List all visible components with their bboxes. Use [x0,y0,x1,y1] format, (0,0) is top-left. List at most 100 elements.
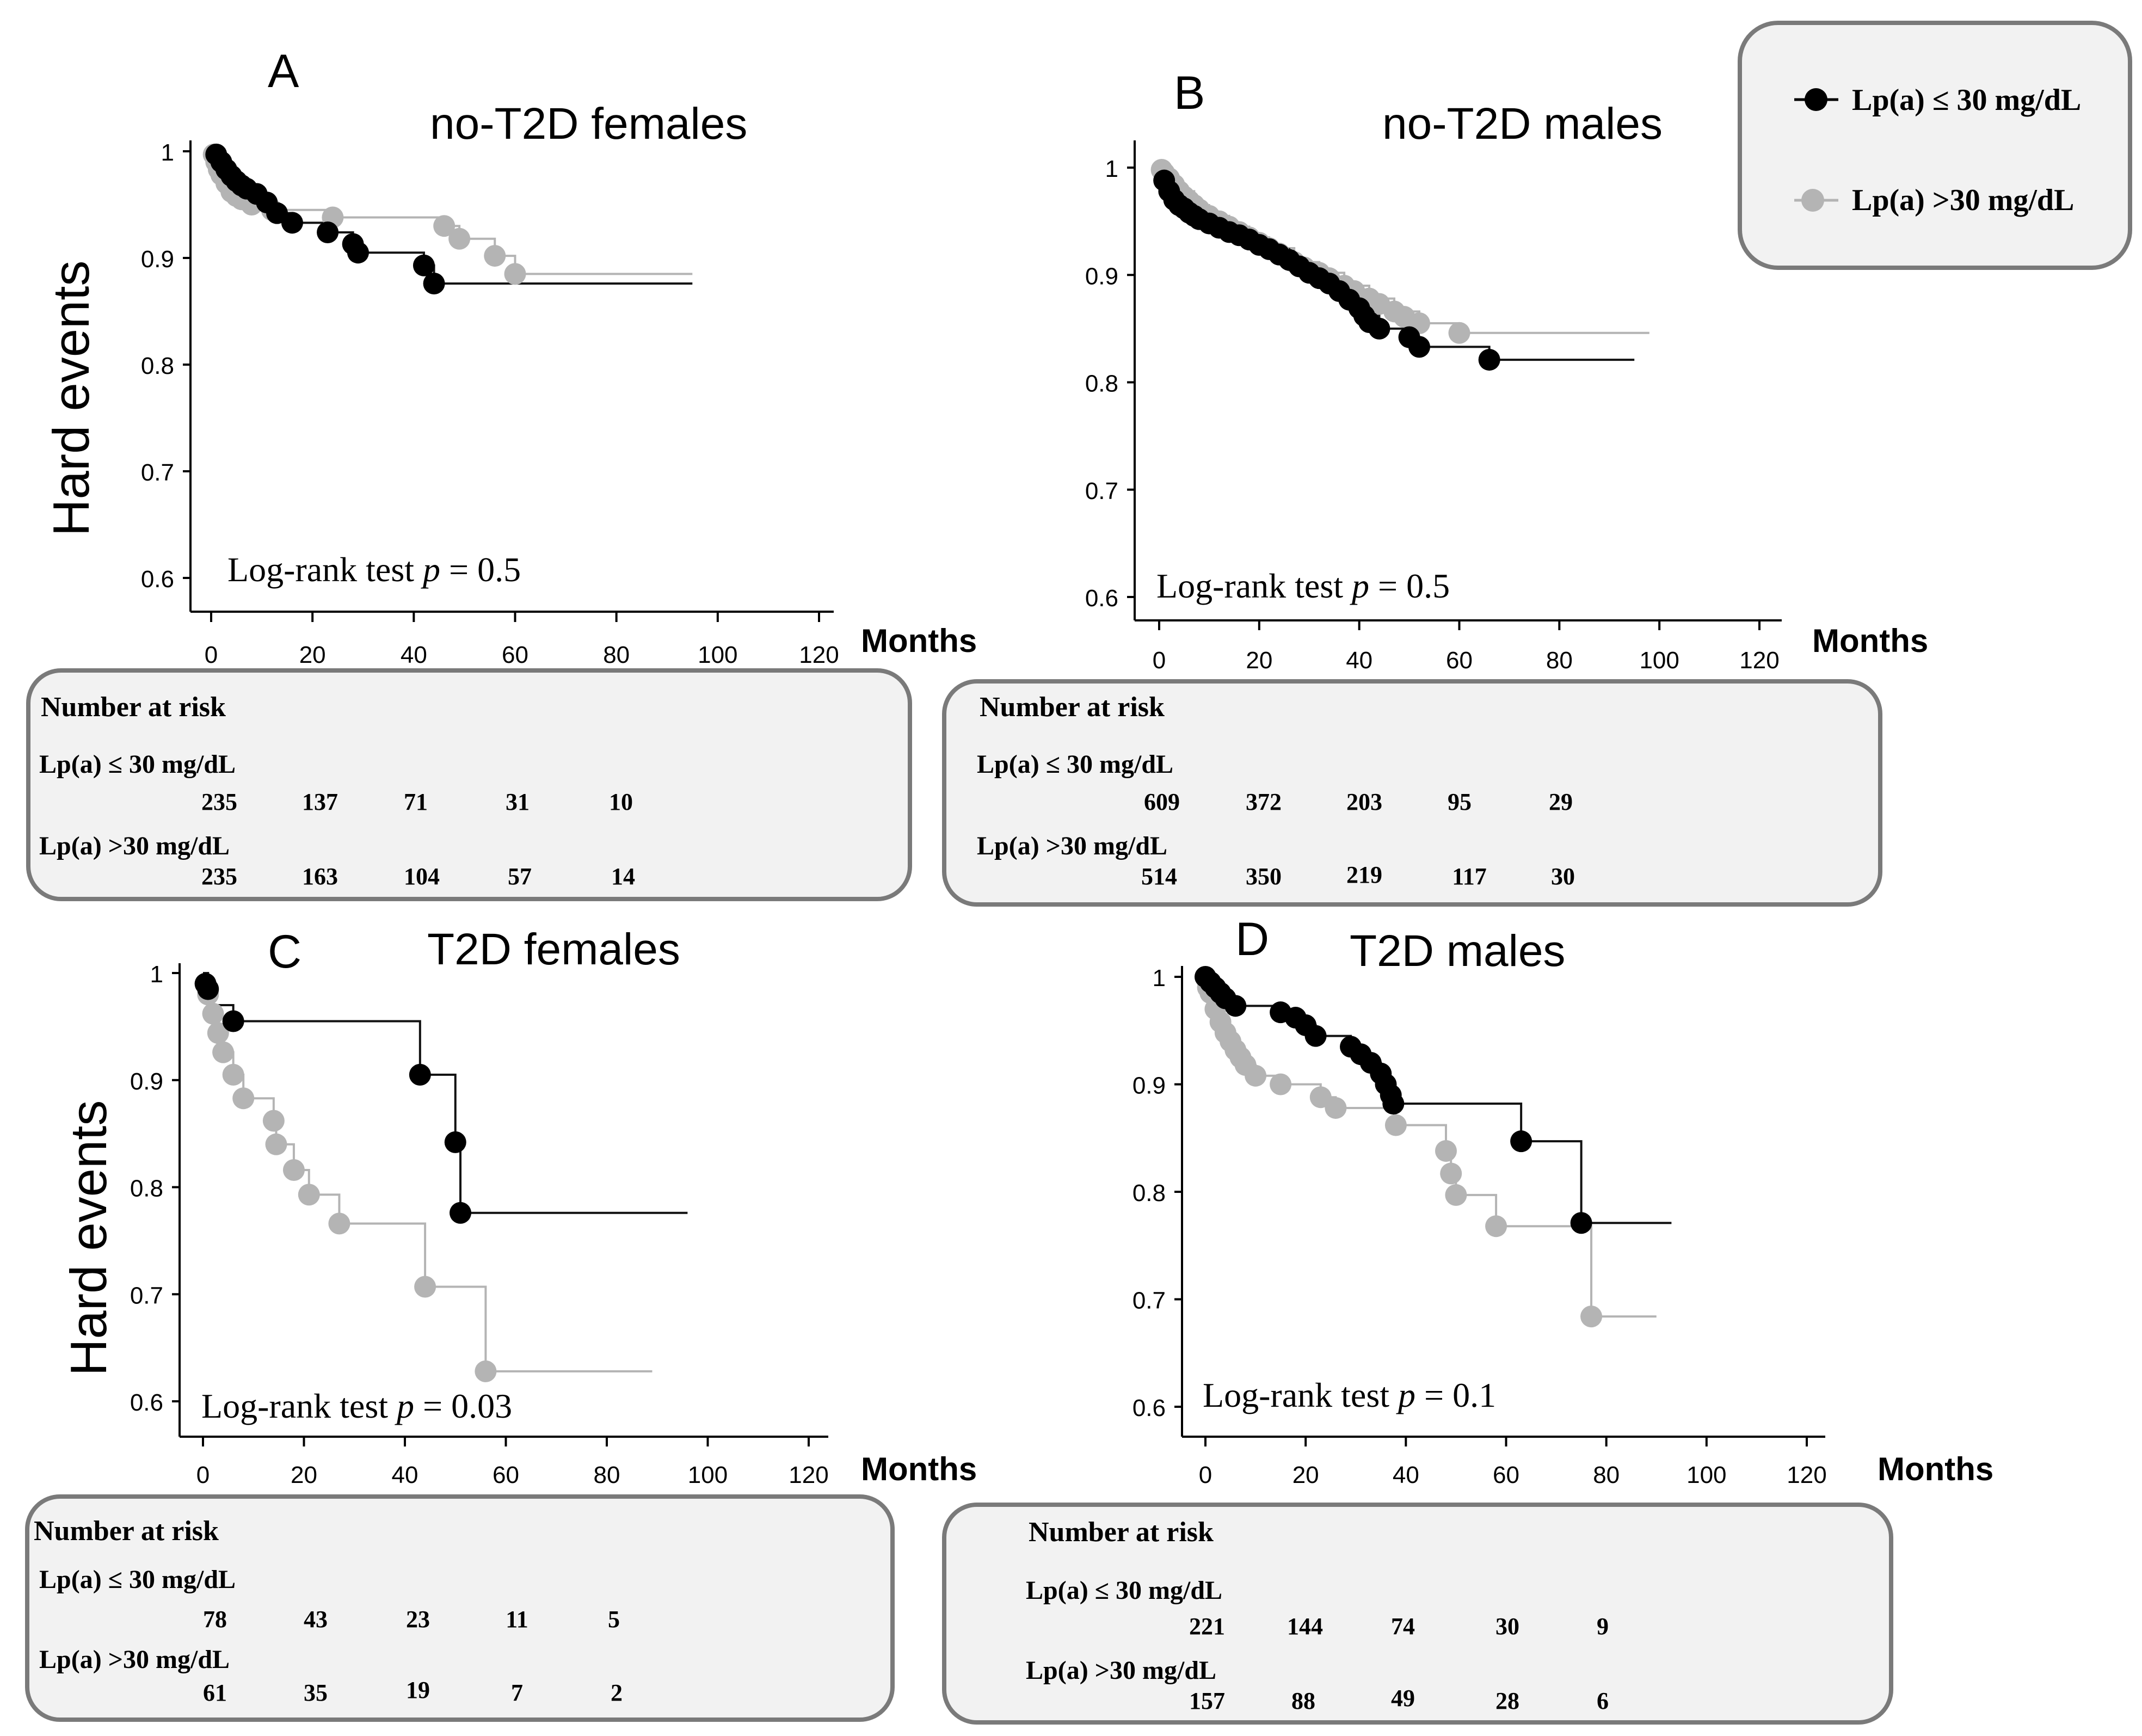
risk-heading: Number at risk [34,1516,219,1547]
logrank-value: = 0.03 [414,1387,512,1425]
plot-area: 0.6 0.7 0.8 0.9 1 0 20 40 60 80 100 120 [141,139,839,668]
x-tick-label: 20 [1246,647,1272,674]
chart-title: no-T2D females [430,99,747,149]
x-tick-label: 20 [299,642,326,668]
y-tick-label: 0.7 [130,1282,163,1309]
logrank-p: p [1350,567,1369,605]
x-tick-label: 0 [205,642,218,668]
censor-marker [298,1184,320,1206]
legend-label-low: Lp(a) ≤ 30 mg/dL [1852,83,2081,117]
censor-marker [212,1041,235,1063]
risk-value: 11 [506,1606,528,1633]
y-tick-label: 0.9 [1132,1073,1166,1099]
risk-value: 57 [508,863,532,890]
panel-letter: D [1235,913,1269,965]
risk-value: 78 [203,1606,227,1633]
censor-marker [409,1063,431,1086]
risk-value: 514 [1141,863,1177,890]
x-tick-label: 80 [1546,647,1573,674]
x-tick-label: 40 [392,1462,418,1488]
y-axis-label: Hard events [42,261,100,537]
logrank-prefix: Log-rank test [1203,1376,1398,1414]
x-tick-label: 0 [1199,1462,1212,1488]
survival-curve [203,972,688,1214]
logrank-prefix: Log-rank test [1156,567,1352,605]
risk-value: 5 [608,1606,620,1633]
risk-value: 95 [1448,789,1472,815]
censor-marker [222,1010,244,1032]
risk-value: 350 [1246,863,1282,890]
logrank-p: p [421,550,440,589]
censor-marker [1270,1073,1292,1095]
censor-marker [1440,1162,1462,1185]
risk-value: 30 [1551,863,1575,890]
risk-value: 235 [201,789,237,815]
x-tick-label: 60 [493,1462,519,1488]
risk-value: 14 [611,863,635,890]
risk-value: 144 [1287,1613,1323,1640]
censor-marker [1478,349,1500,371]
y-tick-label: 0.8 [1085,371,1118,397]
x-tick-label: 0 [196,1462,210,1488]
risk-row-label: Lp(a) ≤ 30 mg/dL [39,1565,236,1594]
censor-marker [1224,995,1247,1017]
risk-table: Number at risk Lp(a) ≤ 30 mg/dL Lp(a) >3… [942,1503,1893,1725]
risk-row-label: Lp(a) >30 mg/dL [39,832,230,860]
logrank-text: Log-rank test p = 0.1 [1203,1376,1496,1414]
risk-value: 372 [1246,789,1282,815]
risk-value: 117 [1452,863,1487,890]
x-tick-label: 100 [688,1462,728,1488]
x-axis-label: Months [861,1451,977,1487]
legend-marker-high [1801,189,1824,212]
censor-marker [265,1133,287,1155]
legend-label-high: Lp(a) >30 mg/dL [1852,183,2074,217]
y-tick-label: 1 [1153,965,1166,992]
risk-table: Number at risk Lp(a) ≤ 30 mg/dL Lp(a) >3… [25,1494,895,1722]
y-tick-label: 0.6 [1132,1395,1166,1421]
censor-marker [1245,1064,1267,1087]
x-tick-label: 120 [1739,647,1779,674]
risk-value: 43 [304,1606,328,1633]
logrank-prefix: Log-rank test [201,1387,397,1425]
risk-value: 9 [1597,1613,1609,1640]
panel-letter: B [1174,67,1205,119]
logrank-text: Log-rank test p = 0.5 [1156,567,1450,605]
censor-marker [282,1159,305,1181]
y-axis-label: Hard events [60,1100,117,1376]
logrank-value: = 0.5 [440,550,521,589]
risk-value: 137 [302,789,338,815]
x-tick-label: 60 [1446,647,1473,674]
risk-table-box [942,679,1882,907]
censor-marker [444,1131,466,1153]
logrank-value: = 0.5 [1369,567,1450,605]
censor-marker [317,221,339,243]
risk-value: 104 [404,863,440,890]
x-tick-label: 100 [698,642,737,668]
x-tick-label: 120 [789,1462,828,1488]
censor-marker [281,212,303,234]
risk-row-label: Lp(a) >30 mg/dL [977,832,1167,860]
censor-marker [328,1212,350,1235]
chart-title: T2D males [1350,926,1565,976]
risk-value: 19 [406,1677,430,1703]
plot-area: 0.6 0.7 0.8 0.9 1 0 20 40 60 80 100 120 [1132,965,1827,1488]
y-tick-label: 0.7 [1085,478,1118,504]
panel-letter: C [268,926,301,978]
y-tick-label: 1 [161,139,174,166]
risk-value: 23 [406,1606,430,1633]
chart-title: T2D females [427,925,680,974]
censor-marker [1382,1093,1405,1115]
risk-heading: Number at risk [41,692,226,723]
risk-row-label: Lp(a) ≤ 30 mg/dL [39,750,236,779]
censor-marker [207,1022,229,1044]
risk-value: 61 [203,1679,227,1706]
risk-value: 609 [1144,789,1180,815]
censor-marker [450,1202,472,1224]
x-tick-label: 100 [1639,647,1679,674]
survival-curve [1159,167,1635,361]
x-tick-label: 80 [594,1462,620,1488]
risk-value: 221 [1189,1613,1225,1640]
panel-c: C T2D females Hard events 0.60.70.80.910… [25,925,977,1722]
